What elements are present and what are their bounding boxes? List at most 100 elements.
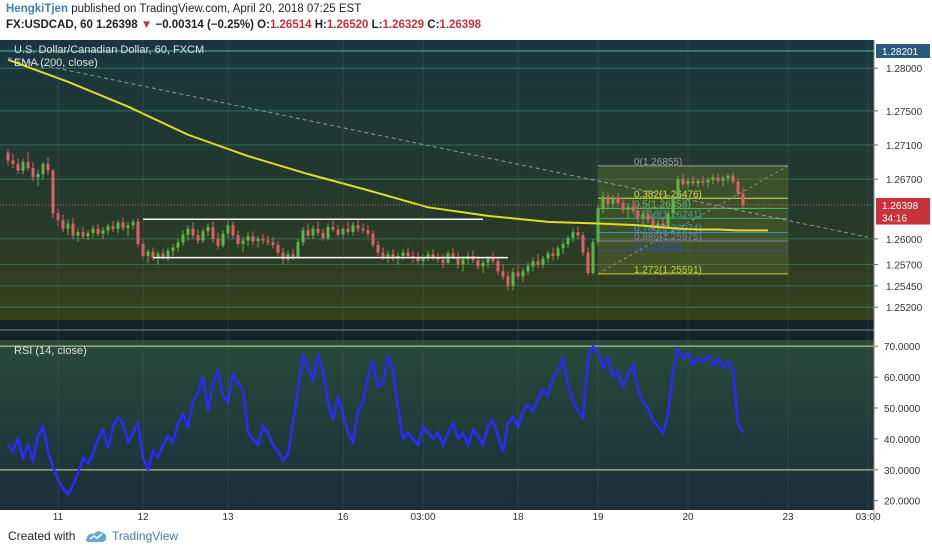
candle-down: [321, 232, 325, 239]
candle-down: [196, 235, 200, 241]
candle-up: [541, 258, 545, 265]
candle-down: [161, 253, 165, 257]
price-axis: [874, 40, 932, 522]
candle-up: [426, 254, 430, 257]
candle-up: [461, 259, 465, 265]
candle-down: [406, 252, 410, 256]
symbol-line: FX:USDCAD, 60 1.26398 ▼ −0.00314 (−0.25%…: [6, 19, 481, 31]
candle-down: [216, 238, 220, 246]
candle-down: [306, 230, 310, 236]
candle-down: [251, 236, 255, 242]
candle-up: [611, 197, 615, 204]
candle-up: [146, 251, 150, 256]
tradingview-link[interactable]: TradingView: [112, 529, 179, 543]
price-tick-label: 1.25450: [886, 282, 923, 293]
fib-level-label: 0.382(1.26476): [634, 189, 702, 200]
candle-up: [206, 226, 210, 232]
time-tick-label: 23: [782, 512, 794, 522]
time-tick-label: 20: [682, 512, 694, 522]
high-label: H:: [314, 19, 327, 31]
candle-down: [661, 223, 665, 227]
candle-down: [81, 232, 85, 237]
candle-up: [296, 242, 300, 257]
author-link[interactable]: HengkiTjen: [6, 3, 68, 15]
rsi-tick-label: 40.0000: [884, 435, 921, 446]
candle-down: [281, 252, 285, 260]
price-tick-label: 1.27500: [886, 107, 923, 118]
fib-level-label: 1(1.25862): [634, 242, 682, 253]
candle-up: [676, 179, 680, 198]
candle-up: [566, 238, 570, 245]
candle-up: [246, 236, 250, 241]
published-text: published on TradingView.com, April 20, …: [71, 3, 362, 15]
rsi-pane: [0, 340, 874, 510]
candle-up: [221, 233, 225, 246]
time-tick-label: 16: [337, 512, 349, 522]
chart-area[interactable]: 0(1.26855)0.382(1.26476)0.5(1.26358)0.61…: [0, 40, 932, 522]
candle-up: [561, 244, 565, 249]
header: HengkiTjen published on TradingView.com,…: [0, 0, 932, 40]
candle-down: [366, 230, 370, 234]
candle-down: [491, 258, 495, 262]
fib-level-label: 0.5(1.26358): [634, 199, 691, 210]
candle-up: [311, 228, 315, 236]
candle-down: [11, 160, 15, 164]
candle-up: [486, 258, 490, 263]
chart-title: U.S. Dollar/Canadian Dollar, 60, FXCM: [14, 44, 204, 56]
fib-level-label: 0.886(1.25975): [634, 232, 702, 243]
candle-down: [606, 196, 610, 204]
candle-down: [6, 152, 10, 161]
candle-down: [631, 206, 635, 211]
price-tag: [876, 197, 930, 212]
open-value: 1.26514: [269, 19, 312, 31]
candle-up: [301, 230, 305, 243]
candle-up: [571, 232, 575, 239]
candle-down: [636, 210, 640, 218]
candle-down: [476, 260, 480, 267]
candle-up: [386, 254, 390, 258]
rsi-legend: RSI (14, close): [14, 345, 87, 357]
candle-up: [171, 247, 175, 251]
candle-down: [111, 226, 115, 229]
fib-level-label: 0(1.26855): [634, 157, 682, 168]
candle-down: [691, 180, 695, 184]
candle-down: [551, 253, 555, 256]
price-tick-label: 1.25200: [886, 303, 923, 314]
rsi-tick-label: 60.0000: [884, 373, 921, 384]
candle-up: [176, 242, 180, 248]
footer: Created with TradingView: [0, 522, 932, 550]
candle-down: [506, 276, 510, 286]
candle-down: [371, 233, 375, 245]
candle-down: [436, 257, 440, 260]
price-change: −0.00314 (−0.25%): [155, 19, 254, 31]
candle-down: [701, 180, 705, 183]
candle-down: [16, 163, 20, 171]
candle-down: [741, 193, 745, 205]
candle-up: [126, 225, 130, 228]
fib-level-label: 1.272(1.25591): [634, 265, 702, 276]
candle-down: [231, 225, 235, 236]
candle-down: [536, 261, 540, 265]
down-arrow-icon: ▼: [140, 19, 153, 31]
candle-down: [331, 226, 335, 230]
candle-up: [106, 226, 110, 231]
last-price: 1.26398: [96, 19, 138, 31]
candle-up: [326, 226, 330, 239]
tradingview-logo-icon[interactable]: [84, 528, 108, 544]
rsi-tick-label: 20.0000: [884, 497, 921, 508]
candle-up: [601, 196, 605, 209]
rsi-line: [7, 343, 745, 497]
candle-up: [86, 232, 90, 237]
candle-down: [136, 221, 140, 245]
candle-down: [121, 222, 125, 228]
ema-legend: EMA (200, close): [14, 57, 98, 69]
time-tick-label: 12: [137, 512, 149, 522]
candle-down: [731, 175, 735, 182]
candle-up: [481, 262, 485, 267]
candle-down: [431, 254, 435, 258]
candle-up: [101, 230, 105, 234]
candle-down: [646, 214, 650, 221]
candle-down: [621, 203, 625, 210]
price-tick-label: 1.26700: [886, 175, 923, 186]
candle-down: [416, 257, 420, 262]
